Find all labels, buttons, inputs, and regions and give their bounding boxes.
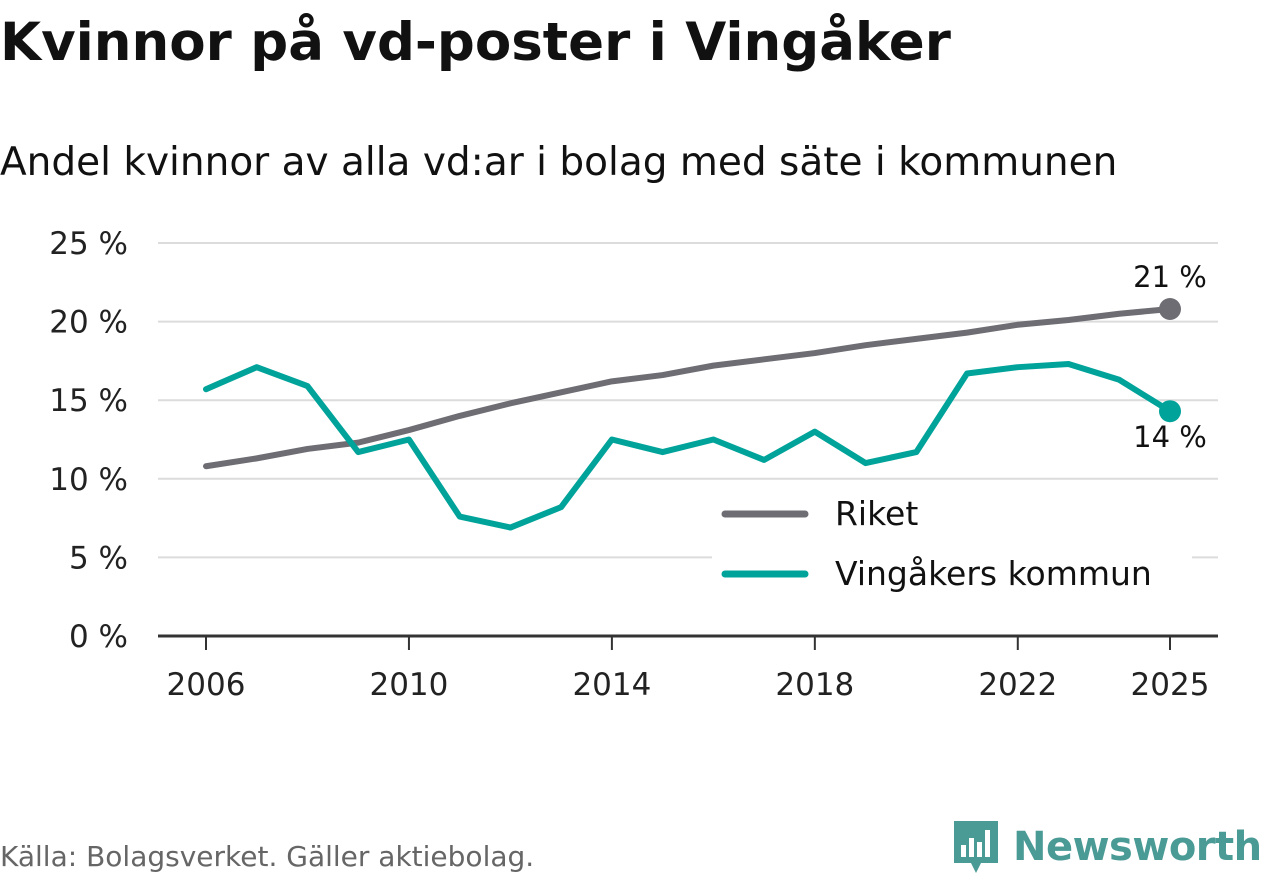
y-tick-label: 20 % bbox=[49, 305, 128, 341]
y-tick-label: 0 % bbox=[69, 619, 128, 655]
y-tick-label: 25 % bbox=[49, 226, 128, 262]
x-tick-label: 2025 bbox=[1131, 667, 1210, 703]
y-tick-label: 15 % bbox=[49, 383, 128, 419]
end-point-kommun bbox=[1159, 400, 1181, 423]
end-point-riket bbox=[1159, 298, 1181, 321]
series-line-riket bbox=[203, 306, 1173, 470]
x-tick-label: 2006 bbox=[167, 667, 246, 703]
line-chart: 0 % 5 % 10 % 15 % 20 % 25 % 2006 2010 2014 2018 20… bbox=[49, 226, 1218, 703]
x-tick-label: 2014 bbox=[572, 667, 651, 703]
end-label-kommun: 14 % bbox=[1133, 420, 1207, 454]
end-label-riket: 21 % bbox=[1133, 260, 1207, 294]
x-tick-label: 2010 bbox=[369, 667, 448, 703]
x-tick-label: 2018 bbox=[775, 667, 854, 703]
logo-text: Newsworthy bbox=[1013, 824, 1262, 870]
y-tick-label: 10 % bbox=[49, 462, 128, 498]
series-line-kommun bbox=[203, 361, 1173, 531]
y-tick-label: 5 % bbox=[69, 540, 128, 576]
chart-title: Kvinnor på vd-poster i Vingåker bbox=[0, 12, 951, 73]
bar-chart-icon bbox=[954, 821, 998, 873]
chart-subtitle: Andel kvinnor av alla vd:ar i bolag med … bbox=[0, 140, 1118, 185]
source-note: Källa: Bolagsverket. Gäller aktiebolag. bbox=[0, 840, 535, 873]
x-tick-label: 2022 bbox=[978, 667, 1057, 703]
legend-box bbox=[712, 488, 1192, 598]
newsworthy-logo[interactable]: Newsworthy bbox=[951, 818, 1262, 876]
legend-label-kommun: Vingåkers kommun bbox=[835, 554, 1152, 593]
legend-label-riket: Riket bbox=[835, 494, 918, 533]
